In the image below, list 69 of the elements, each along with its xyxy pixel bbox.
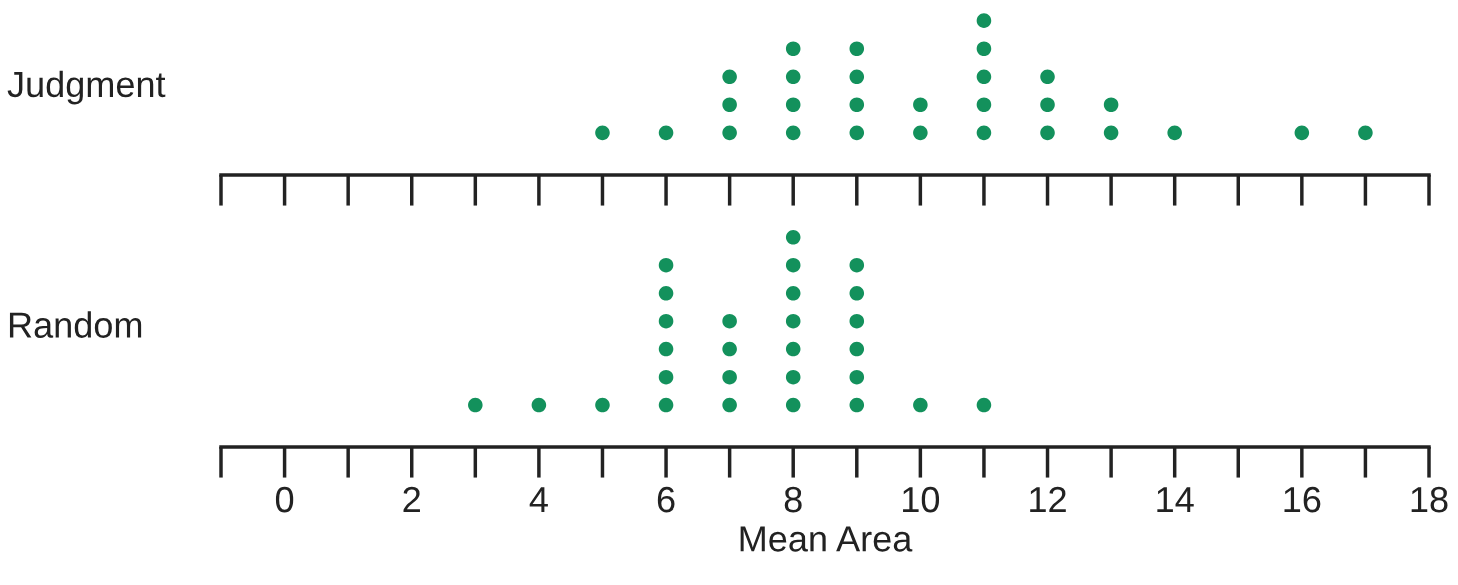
point: [785, 41, 801, 57]
point: [785, 369, 801, 385]
point: [976, 397, 992, 413]
point: [785, 69, 801, 85]
point: [722, 341, 737, 357]
point: [849, 286, 865, 301]
point: [658, 341, 674, 357]
point: [722, 369, 737, 385]
point: [976, 125, 992, 141]
x-tick-label: 12: [1030, 486, 1066, 513]
point: [849, 41, 865, 57]
point: [531, 397, 547, 413]
point: [849, 341, 865, 357]
point: [1040, 69, 1055, 85]
point: [849, 97, 865, 113]
point: [1103, 97, 1119, 113]
point: [785, 257, 801, 273]
point: [658, 369, 674, 385]
point: [658, 397, 674, 413]
point: [976, 13, 992, 28]
x-tick-label: 2: [403, 486, 420, 513]
point: [976, 97, 992, 113]
point: [849, 397, 865, 413]
point: [595, 125, 610, 141]
point: [976, 41, 992, 57]
point: [849, 369, 865, 385]
point: [1358, 125, 1373, 141]
point: [849, 69, 865, 85]
point: [658, 286, 674, 301]
point: [785, 313, 801, 329]
point: [785, 286, 801, 301]
point: [976, 69, 992, 85]
point: [658, 125, 674, 141]
point: [849, 125, 865, 141]
point: [785, 97, 801, 113]
x-tick-label: 18: [1411, 486, 1448, 513]
point: [658, 257, 674, 273]
x-tick-label: 14: [1157, 487, 1194, 513]
x-tick-label: 10: [903, 486, 940, 513]
x-tick-label: 8: [784, 486, 802, 513]
x-axis-title: Mean Area: [740, 526, 913, 552]
point: [722, 397, 737, 413]
x-tick-label: 16: [1284, 486, 1321, 513]
point: [1294, 125, 1310, 141]
point: [1040, 97, 1055, 113]
point: [785, 341, 801, 357]
point: [913, 97, 928, 113]
point: [722, 69, 737, 85]
point: [722, 313, 737, 329]
point: [849, 313, 865, 329]
point: [722, 97, 737, 113]
point: [1103, 125, 1119, 141]
y-axis-title: Judgment: [7, 70, 166, 105]
point: [658, 313, 674, 329]
x-tick-label: 6: [657, 486, 675, 513]
point: [468, 397, 483, 413]
point: [913, 397, 928, 413]
point: [785, 230, 801, 245]
point: [1040, 125, 1055, 141]
point: [785, 397, 801, 413]
point: [913, 125, 928, 141]
x-tick-label: 4: [529, 487, 548, 513]
point: [722, 125, 737, 141]
point: [785, 125, 801, 141]
point: [595, 397, 610, 413]
y-axis-title: Random: [9, 311, 142, 338]
x-tick-label: 0: [275, 486, 294, 513]
point: [1167, 125, 1182, 141]
point: [849, 257, 865, 273]
